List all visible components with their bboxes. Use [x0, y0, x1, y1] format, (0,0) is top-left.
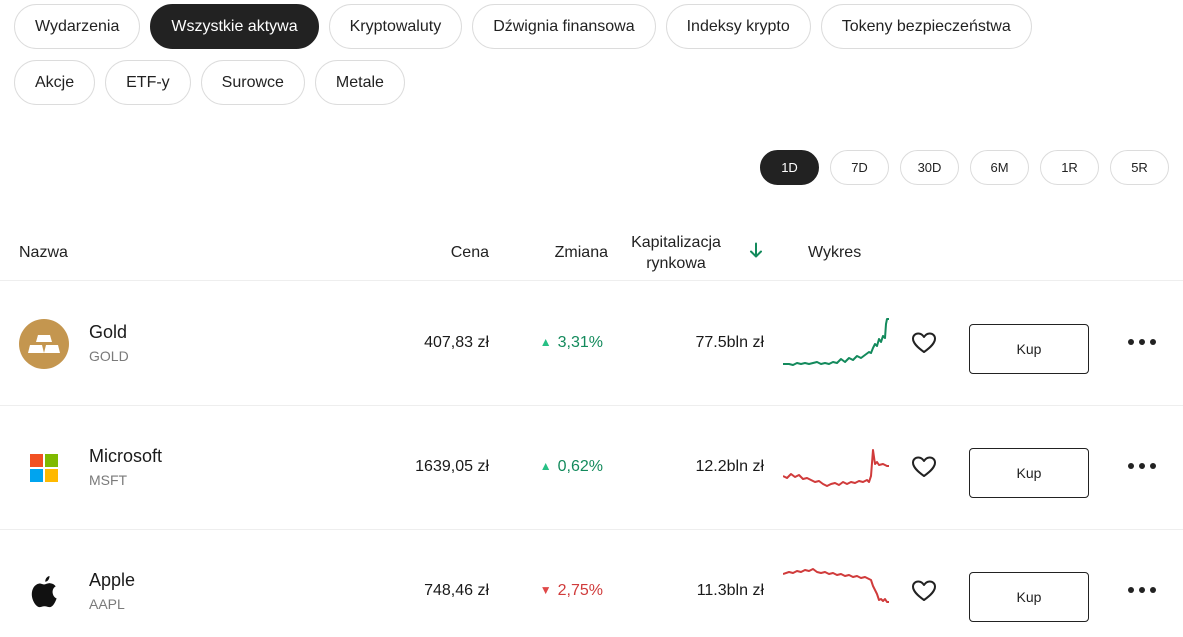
chip-etfs[interactable]: ETF-y [105, 60, 191, 105]
buy-button[interactable]: Kup [969, 448, 1089, 498]
asset-price: 407,83 zł [424, 334, 489, 351]
table-row[interactable]: Microsoft MSFT 1639,05 zł ▲ 0,62% 12.2bln… [0, 406, 1183, 530]
table-row[interactable]: Gold GOLD 407,83 zł ▲ 3,31% 77.5bln zł Ku… [0, 282, 1183, 406]
period-7d[interactable]: 7D [830, 150, 889, 185]
more-options-icon[interactable] [1128, 580, 1156, 600]
header-name[interactable]: Nazwa [19, 243, 68, 261]
heart-icon[interactable] [910, 577, 938, 605]
asset-name: Gold [89, 322, 128, 342]
triangle-up-icon: ▲ [539, 459, 552, 473]
period-6m[interactable]: 6M [970, 150, 1029, 185]
period-1r[interactable]: 1R [1040, 150, 1099, 185]
asset-ticker: AAPL [89, 596, 125, 612]
header-market-cap-line1: Kapitalizacja [631, 233, 721, 251]
chip-crypto[interactable]: Kryptowaluty [328, 4, 463, 49]
asset-market-cap: 77.5bln zł [695, 334, 765, 351]
chip-metals[interactable]: Metale [314, 60, 405, 105]
asset-market-cap: 12.2bln zł [695, 458, 765, 475]
period-1d[interactable]: 1D [760, 150, 819, 185]
sparkline-chart [783, 449, 889, 487]
asset-ticker: GOLD [89, 348, 129, 364]
sparkline-chart [783, 568, 889, 603]
asset-name: Apple [89, 570, 136, 590]
table-row[interactable]: Apple AAPL 748,46 zł ▼ 2,75% 11.3bln zł K… [0, 530, 1183, 637]
heart-icon[interactable] [910, 329, 938, 357]
period-5r[interactable]: 5R [1110, 150, 1169, 185]
change-value: 0,62% [557, 458, 603, 475]
table-header: Nazwa Cena Zmiana Kapitalizacja rynkowa … [0, 225, 1183, 281]
sparkline-chart [783, 318, 889, 366]
header-market-cap[interactable]: Kapitalizacja rynkowa [624, 232, 728, 274]
buy-button[interactable]: Kup [969, 572, 1089, 622]
arrow-down-icon[interactable] [748, 241, 764, 264]
change-value: 2,75% [557, 582, 603, 599]
asset-change: ▼ 2,75% [540, 582, 603, 600]
chip-events[interactable]: Wydarzenia [14, 4, 141, 49]
heart-icon[interactable] [910, 453, 938, 481]
header-price[interactable]: Cena [450, 243, 489, 261]
asset-change: ▲ 0,62% [540, 458, 603, 476]
category-row-2: Akcje ETF-y Surowce Metale [14, 60, 1174, 105]
chip-stocks[interactable]: Akcje [14, 60, 96, 105]
microsoft-logo-icon [19, 443, 69, 493]
asset-ticker: MSFT [89, 472, 128, 488]
chip-crypto-indices[interactable]: Indeksy krypto [665, 4, 811, 49]
category-row-1: Wydarzenia Wszystkie aktywa Kryptowaluty… [14, 4, 1174, 49]
chip-commodities[interactable]: Surowce [200, 60, 305, 105]
period-selector: 1D 7D 30D 6M 1R 5R [760, 150, 1169, 185]
change-value: 3,31% [557, 334, 603, 351]
asset-price: 748,46 zł [424, 582, 489, 599]
period-30d[interactable]: 30D [900, 150, 959, 185]
asset-change: ▲ 3,31% [540, 334, 603, 352]
apple-logo-icon [19, 567, 69, 617]
header-market-cap-line2: rynkowa [646, 254, 706, 272]
gold-bars-icon [19, 319, 69, 369]
chip-all-assets[interactable]: Wszystkie aktywa [150, 4, 319, 49]
triangle-down-icon: ▼ [539, 583, 552, 597]
asset-name: Microsoft [89, 446, 163, 466]
asset-market-cap: 11.3bln zł [696, 582, 764, 599]
more-options-icon[interactable] [1128, 456, 1156, 476]
category-filters: Wydarzenia Wszystkie aktywa Kryptowaluty… [14, 4, 1174, 116]
header-chart: Wykres [808, 243, 862, 261]
asset-price: 1639,05 zł [415, 458, 489, 475]
header-change[interactable]: Zmiana [554, 243, 608, 261]
triangle-up-icon: ▲ [539, 335, 552, 349]
chip-security-tokens[interactable]: Tokeny bezpieczeństwa [820, 4, 1032, 49]
chip-leverage[interactable]: Dźwignia finansowa [472, 4, 656, 49]
buy-button[interactable]: Kup [969, 324, 1089, 374]
more-options-icon[interactable] [1128, 332, 1156, 352]
